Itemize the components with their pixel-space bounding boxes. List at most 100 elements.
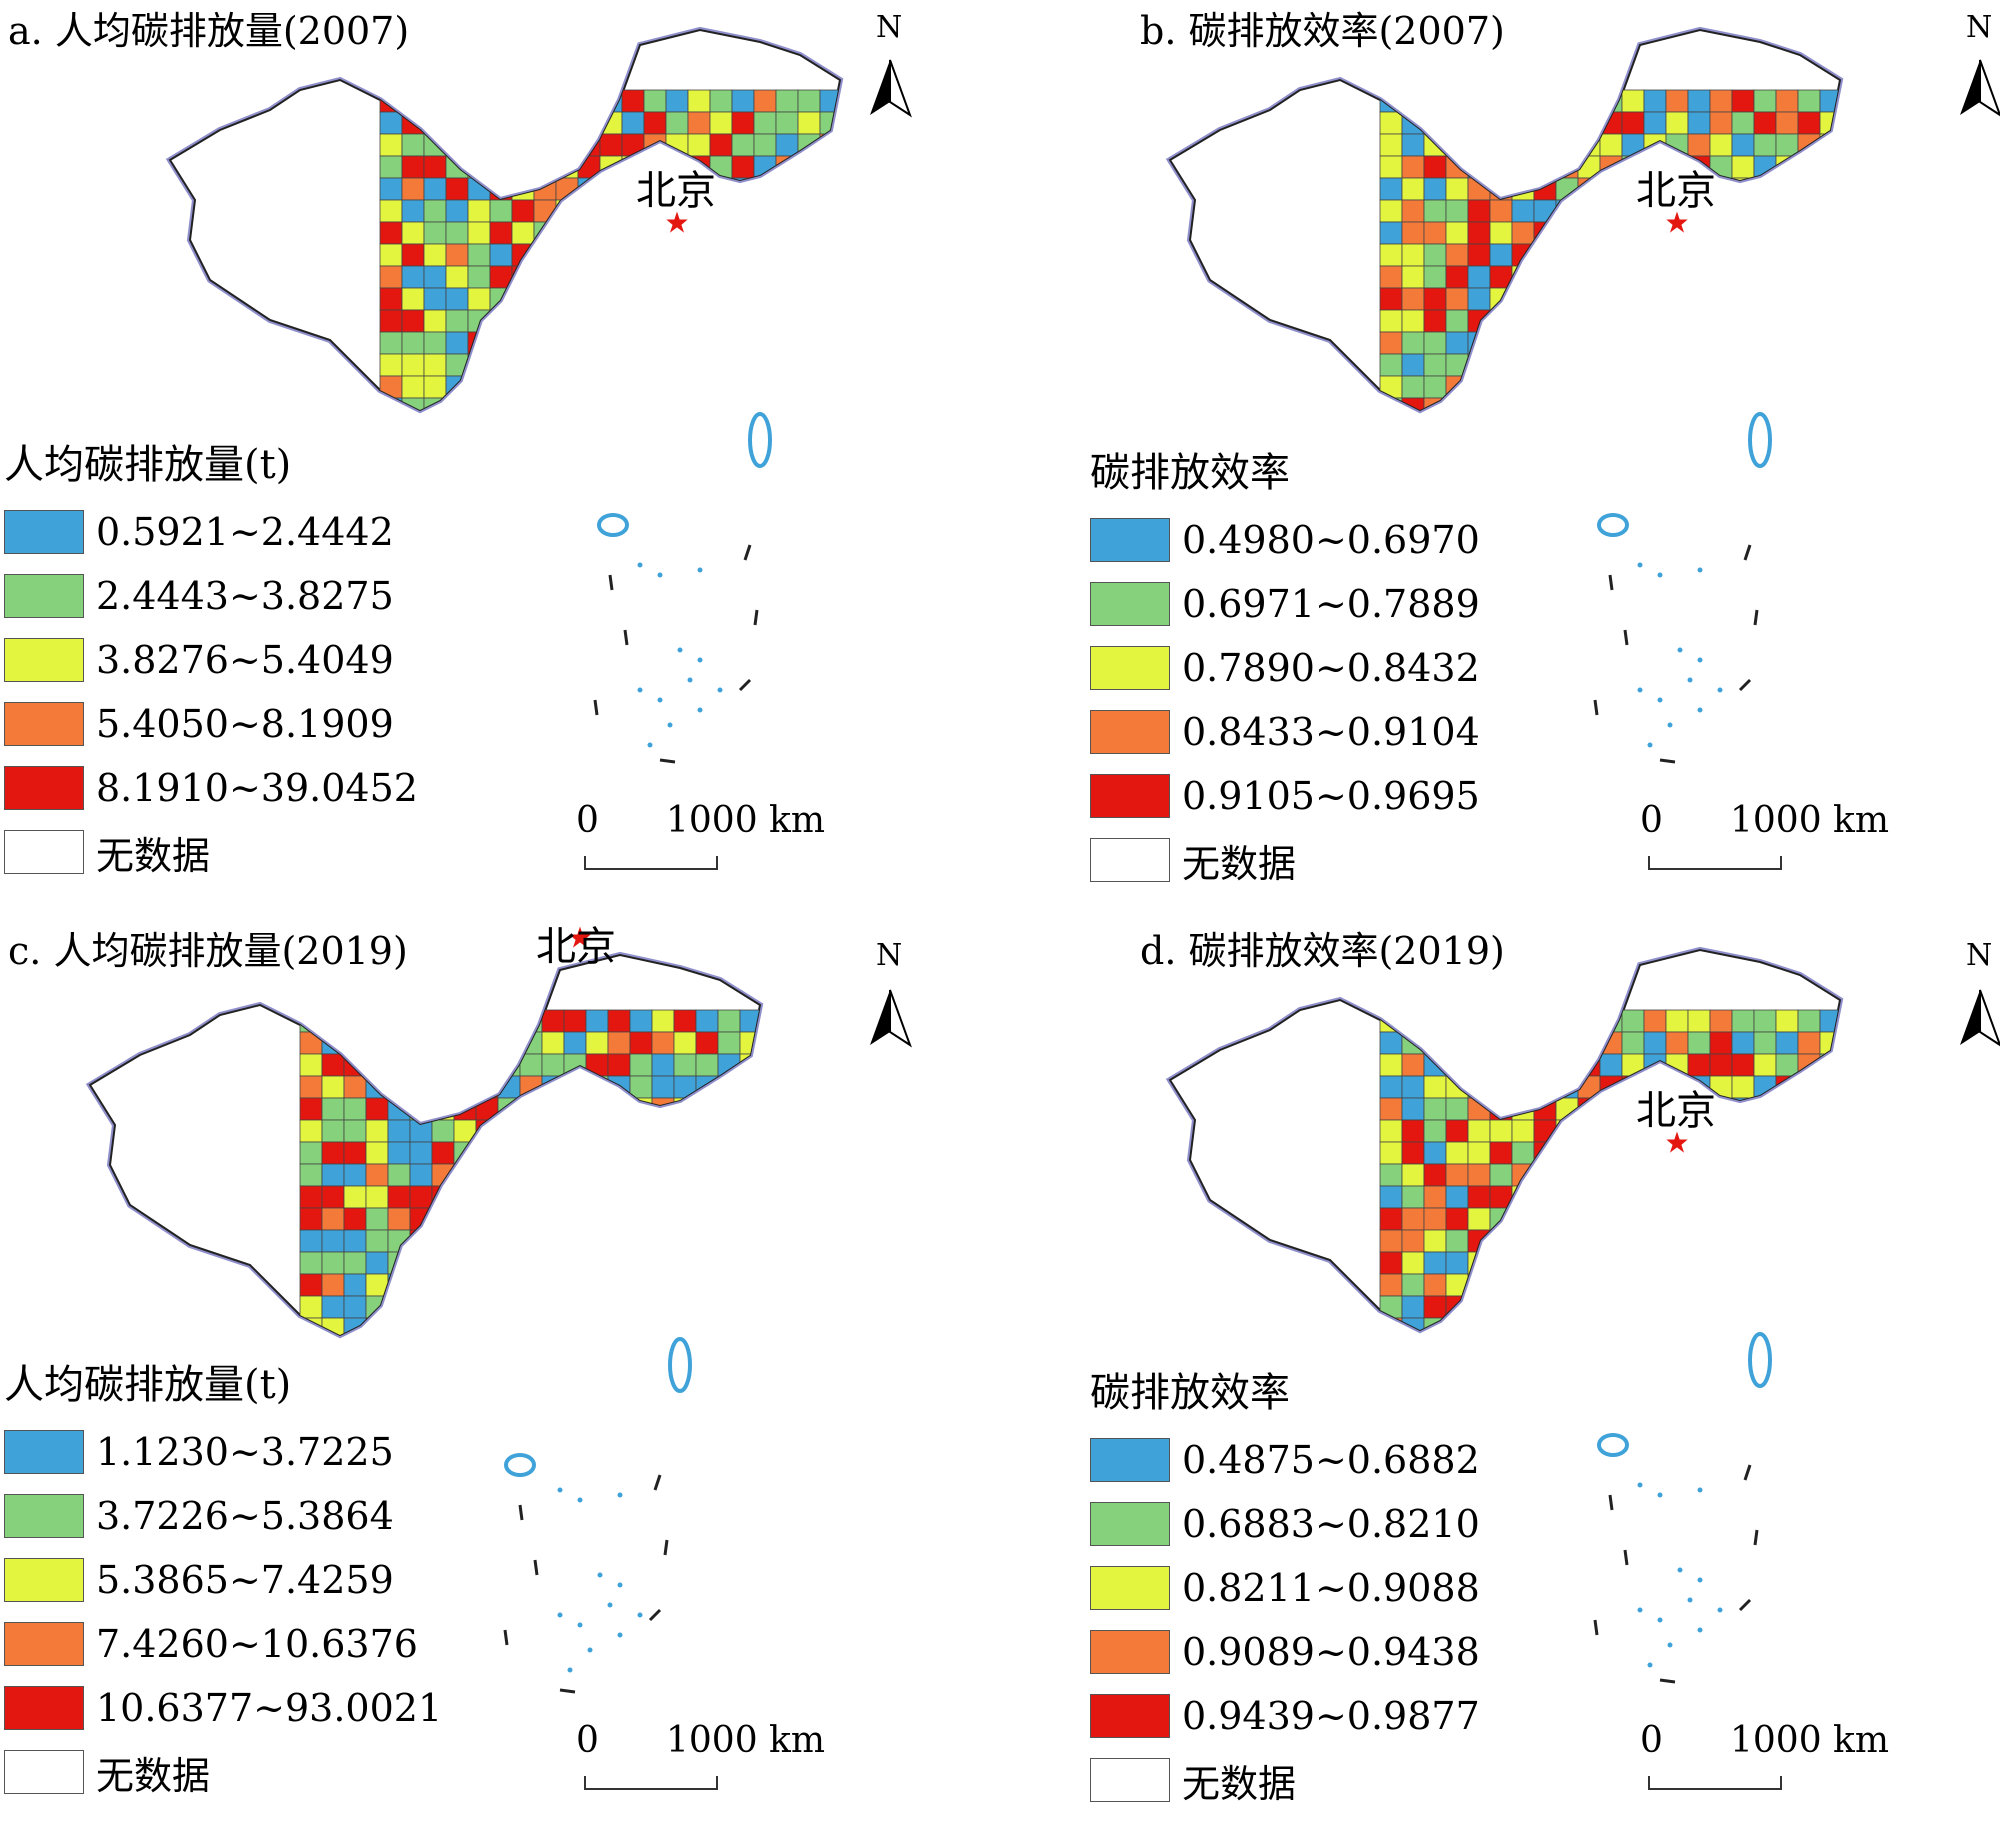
region-cell <box>563 1229 587 1253</box>
region-cell <box>1797 265 1821 289</box>
region-cell <box>1577 1317 1601 1330</box>
region-cell <box>1688 420 1710 442</box>
region-cell <box>1489 1317 1513 1330</box>
region-cell <box>1731 1119 1755 1143</box>
region-cell <box>475 1273 499 1297</box>
region-cell <box>1753 1295 1777 1319</box>
region-cell <box>731 353 755 377</box>
region-cell <box>379 155 403 179</box>
region-cell <box>717 1075 741 1099</box>
region-cell <box>1731 155 1755 179</box>
region-cell <box>709 287 733 311</box>
region-cell <box>1555 287 1579 311</box>
south-china-sea-islands <box>1597 412 1772 748</box>
region-cell <box>1710 1340 1732 1362</box>
region-cell <box>1511 177 1535 201</box>
legend-item: 2.4443~3.8275 <box>4 564 418 628</box>
region-cell <box>423 331 447 355</box>
region-cell <box>1797 1317 1821 1330</box>
region-cell <box>1709 1295 1733 1319</box>
legend-swatch <box>1090 1566 1170 1610</box>
region-cell <box>1555 1185 1579 1209</box>
region-cell <box>1423 265 1447 289</box>
legend-label: 0.8433~0.9104 <box>1182 710 1480 754</box>
legend-label: 0.4875~0.6882 <box>1182 1438 1480 1482</box>
region-cell <box>1643 1317 1667 1330</box>
region-cell <box>1643 353 1667 377</box>
region-cell <box>585 1119 609 1143</box>
region-cell <box>467 221 491 245</box>
map-panel-d: d. 碳排放效率(2019) 北京 N 碳排放效率 0.4875~0.6882 … <box>1000 920 2000 1840</box>
region-cell <box>1423 309 1447 333</box>
region-cell <box>401 287 425 311</box>
region-cell <box>599 397 623 410</box>
region-cell <box>489 375 513 399</box>
region-cell <box>1753 375 1777 399</box>
region-cell <box>651 1075 675 1099</box>
region-cell <box>1665 111 1689 135</box>
region-cell <box>753 265 777 289</box>
region-cell <box>299 1119 323 1143</box>
region-cell <box>797 309 821 333</box>
scale-zero: 0 <box>1640 800 1663 841</box>
region-cell <box>431 1119 455 1143</box>
region-cell <box>555 133 579 157</box>
region-cell <box>797 199 821 223</box>
region-cell <box>607 1009 631 1033</box>
region-cell <box>1753 1273 1777 1297</box>
region-cell <box>453 1163 477 1187</box>
region-cell <box>423 287 447 311</box>
region-cell <box>673 1163 697 1187</box>
region-cell <box>753 309 777 333</box>
region-cell <box>1842 1164 1864 1186</box>
region-cell <box>621 375 645 399</box>
region-cell <box>819 177 840 201</box>
region-cell <box>1423 1163 1447 1187</box>
region-cell <box>1533 287 1557 311</box>
region-cell <box>1511 265 1535 289</box>
region-cell <box>1842 420 1864 442</box>
region-cell <box>475 1295 499 1319</box>
region-cell <box>1423 155 1447 179</box>
region-cell <box>1753 1251 1777 1275</box>
region-cell <box>1467 1295 1491 1319</box>
region-cell <box>563 1141 587 1165</box>
region-cell <box>762 1010 784 1032</box>
region-cell <box>1489 331 1513 355</box>
region-cell <box>1709 1251 1733 1275</box>
region-cell <box>1731 1009 1755 1033</box>
region-cell <box>1798 1340 1820 1362</box>
region-cell <box>665 89 689 113</box>
region-cell <box>797 221 821 245</box>
region-cell <box>379 309 403 333</box>
region-cell <box>1555 1273 1579 1297</box>
region-cell <box>651 1295 675 1319</box>
region-cell <box>673 1251 697 1275</box>
region-cell <box>541 1009 565 1033</box>
region-cell <box>533 353 557 377</box>
region-cell <box>819 221 840 245</box>
region-cell <box>1577 1119 1601 1143</box>
region-cell <box>665 287 689 311</box>
region-cell <box>511 397 535 410</box>
china-choropleth-map <box>1165 26 2000 764</box>
region-cell <box>1423 287 1447 311</box>
region-cell <box>842 288 864 310</box>
region-cell <box>1666 1340 1688 1362</box>
region-cell <box>365 1031 389 1055</box>
region-cell <box>1423 353 1447 377</box>
region-cell <box>1467 221 1491 245</box>
region-cell <box>739 1119 760 1143</box>
region-cell <box>343 1075 367 1099</box>
region-cell <box>1555 1141 1579 1165</box>
region-cell <box>1644 1340 1666 1362</box>
region-cell <box>1775 1295 1799 1319</box>
region-cell <box>1775 1185 1799 1209</box>
region-cell <box>498 1340 520 1362</box>
legend-item: 0.7890~0.8432 <box>1090 636 1480 700</box>
region-cell <box>1599 1229 1623 1253</box>
region-cell <box>1489 397 1513 410</box>
region-cell <box>739 1273 760 1297</box>
region-cell <box>717 1317 741 1335</box>
region-cell <box>423 89 447 113</box>
